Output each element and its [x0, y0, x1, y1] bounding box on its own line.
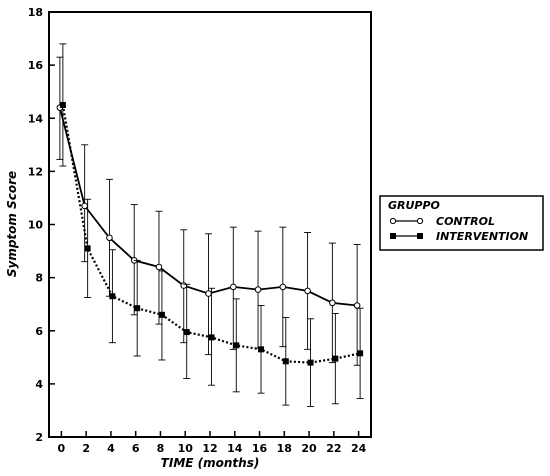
legend-label-control: CONTROL: [436, 215, 495, 228]
y-axis-title: Symptom Score: [5, 171, 19, 277]
y-tick-label: 16: [28, 59, 44, 72]
y-tick-label: 6: [35, 325, 43, 338]
data-point-intervention: [282, 358, 289, 365]
data-point-control: [329, 299, 336, 307]
y-tick-label: 18: [28, 6, 43, 19]
x-tick-label: 0: [58, 442, 66, 455]
legend-filled-square-marker: [417, 233, 423, 239]
data-point-intervention: [307, 359, 314, 366]
series-intervention: [59, 43, 364, 407]
legend-label-intervention: INTERVENTION: [436, 230, 528, 243]
x-tick-label: 12: [202, 442, 217, 455]
y-tick-label: 2: [35, 431, 43, 444]
x-tick-label: 14: [227, 442, 243, 455]
x-tick-label: 20: [301, 442, 317, 455]
y-tick-label: 4: [35, 378, 43, 391]
plot-layer: [56, 43, 364, 407]
legend-item-control: CONTROL: [389, 215, 495, 228]
series-control: [56, 56, 361, 366]
y-tick-label: 10: [28, 219, 44, 232]
x-tick-label: 10: [178, 442, 194, 455]
data-point-control: [81, 202, 88, 210]
x-tick-label: 18: [277, 442, 292, 455]
data-point-intervention: [258, 346, 265, 353]
x-tick-label: 22: [326, 442, 341, 455]
legend-title: GRUPPO: [388, 199, 440, 212]
data-point-control: [229, 283, 237, 291]
data-point-intervention: [84, 245, 91, 252]
y-tick-label: 8: [35, 272, 43, 285]
data-point-intervention: [134, 305, 141, 312]
data-point-intervention: [208, 334, 215, 341]
legend-item-intervention: INTERVENTION: [390, 230, 528, 243]
data-point-intervention: [357, 350, 364, 357]
x-tick-label: 8: [157, 442, 165, 455]
plot-frame: [48, 11, 372, 438]
data-point-intervention: [332, 355, 339, 362]
x-tick-label: 16: [252, 442, 268, 455]
data-point-intervention: [109, 293, 116, 300]
y-tick-label: 14: [28, 112, 44, 125]
data-point-control: [254, 286, 262, 293]
data-point-intervention: [158, 311, 165, 318]
data-point-intervention: [183, 329, 190, 336]
x-tick-label: 4: [107, 442, 115, 455]
x-tick-label: 6: [132, 442, 140, 455]
legend-open-circle-marker: [416, 217, 424, 225]
data-point-control: [304, 287, 311, 295]
data-point-control: [180, 282, 188, 289]
data-point-intervention: [59, 101, 66, 108]
x-axis-title: TIME (months): [161, 456, 260, 470]
legend: GRUPPO CONTROL INTERVENTION: [379, 195, 544, 251]
legend-open-circle-marker: [389, 217, 397, 225]
data-point-intervention: [233, 342, 240, 349]
x-tick-label: 2: [82, 442, 90, 455]
legend-box: [379, 195, 544, 251]
data-point-control: [279, 283, 287, 291]
y-tick-label: 12: [28, 165, 43, 178]
data-point-control: [205, 290, 212, 297]
data-point-control: [106, 234, 113, 242]
x-tick-label: 24: [351, 442, 367, 455]
data-point-control: [353, 302, 361, 309]
legend-filled-square-marker: [390, 233, 396, 239]
data-point-control: [155, 263, 163, 271]
